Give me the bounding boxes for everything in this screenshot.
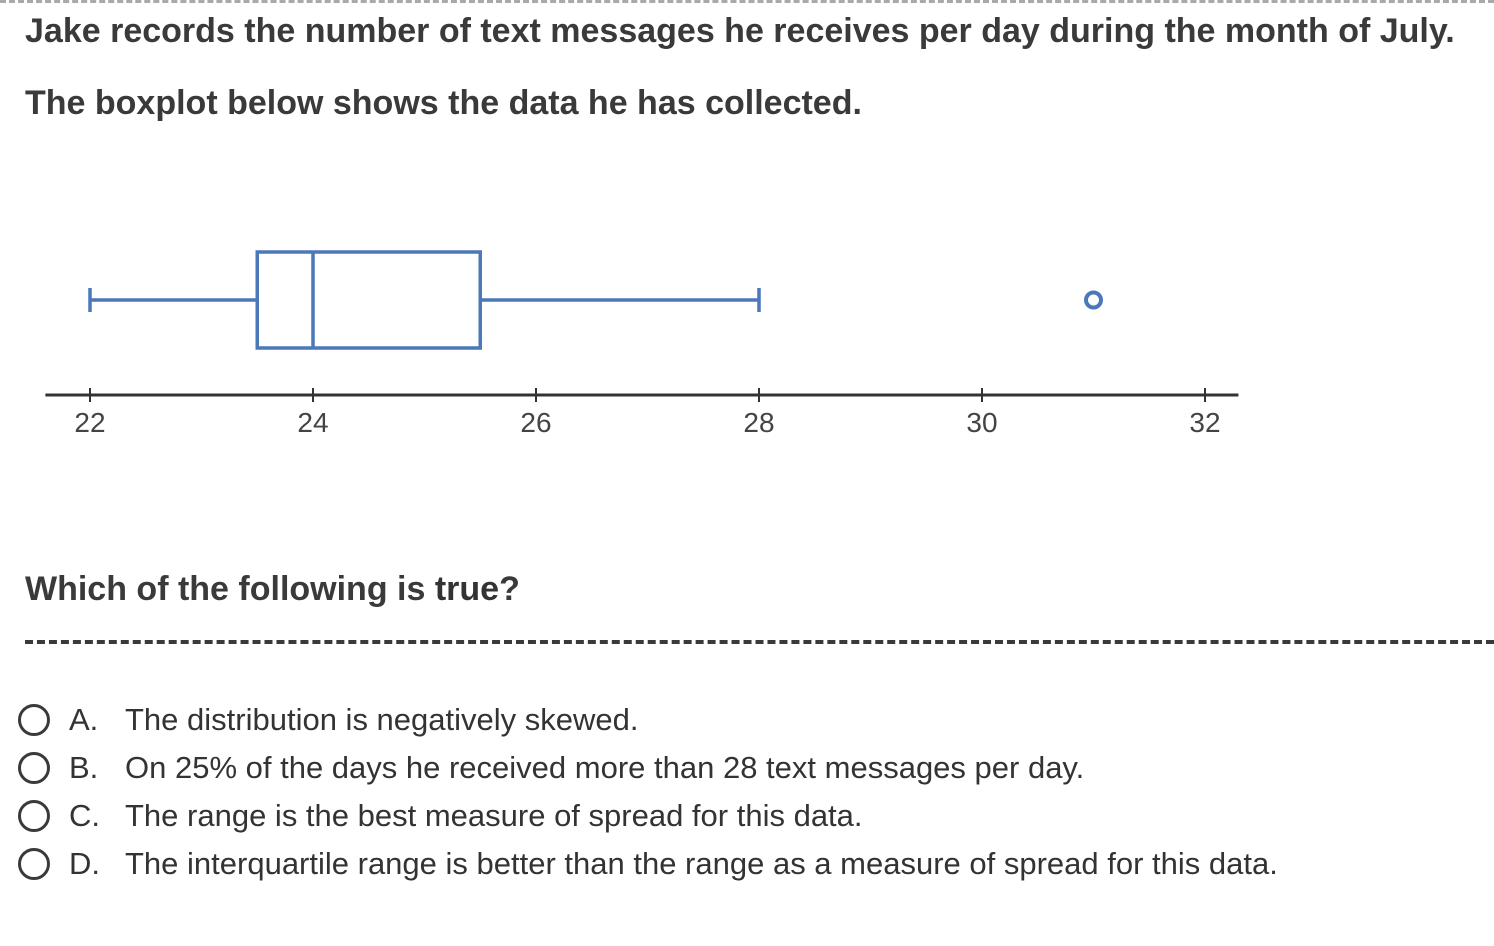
option-c-radio[interactable] (18, 800, 50, 832)
question-prompt: Which of the following is true? (25, 570, 520, 609)
tick-label-28: 28 (743, 407, 774, 438)
prompt-emphasis: true (434, 570, 500, 608)
question-line-2: The boxplot below shows the data he has … (25, 84, 862, 122)
tick-label-22: 22 (74, 407, 105, 438)
option-c-letter: C. (69, 798, 100, 833)
prompt-divider (25, 640, 1494, 644)
option-b-radio[interactable] (18, 752, 50, 784)
option-d[interactable]: D. The interquartile range is better tha… (18, 840, 1478, 888)
prompt-question-mark: ? (499, 570, 520, 608)
answer-options: A. The distribution is negatively skewed… (18, 696, 1478, 888)
iqr-box (255, 250, 482, 350)
question-line-1: Jake records the number of text messages… (25, 12, 1455, 50)
prompt-text: Which of the following is (25, 570, 435, 608)
option-a-letter: A. (69, 702, 99, 737)
tick-label-26: 26 (520, 407, 551, 438)
option-a[interactable]: A. The distribution is negatively skewed… (18, 696, 1478, 744)
option-d-radio[interactable] (18, 848, 50, 880)
boxplot-chart: 22 24 26 28 30 32 (45, 250, 1239, 438)
option-d-letter: D. (69, 846, 100, 881)
option-c[interactable]: C. The range is the best measure of spre… (18, 792, 1478, 840)
option-b-letter: B. (69, 750, 99, 785)
option-b[interactable]: B. On 25% of the days he received more t… (18, 744, 1478, 792)
tick-label-24: 24 (297, 407, 328, 438)
top-divider (0, 0, 1494, 3)
option-a-text: The distribution is negatively skewed. (125, 702, 639, 737)
option-c-text: The range is the best measure of spread … (125, 798, 863, 833)
tick-label-32: 32 (1189, 407, 1220, 438)
option-a-radio[interactable] (18, 704, 50, 736)
option-b-text: On 25% of the days he received more than… (125, 750, 1085, 785)
outlier-point-0 (1084, 290, 1103, 310)
tick-label-30: 30 (966, 407, 997, 438)
option-d-text: The interquartile range is better than t… (125, 846, 1278, 881)
